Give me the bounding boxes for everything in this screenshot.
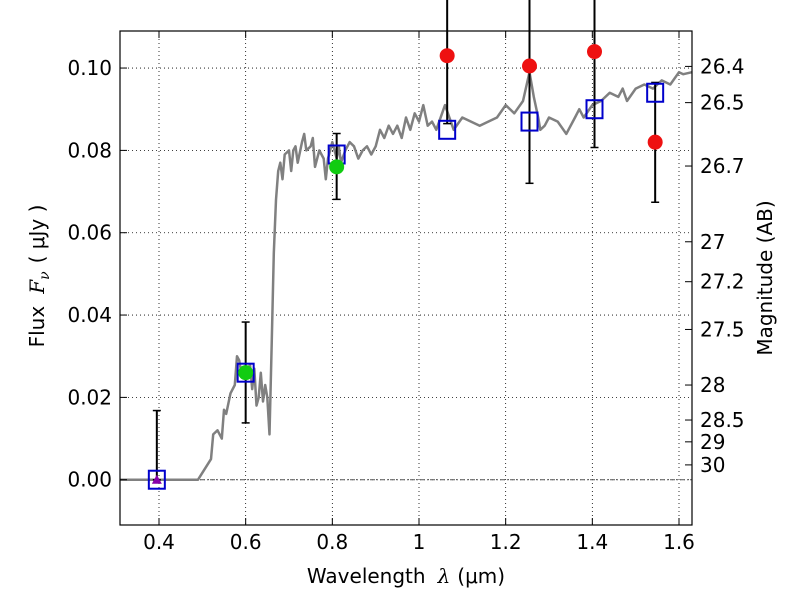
x-axis-label: Wavelength λ (μm) [307, 564, 505, 588]
y-axis-label-unit: ( μJy ) [25, 205, 49, 264]
y-tick-label: 0.00 [67, 468, 112, 492]
y-axis-label-subscript: ν [37, 271, 53, 280]
magnitude-tick-label: 28 [700, 373, 725, 397]
upper-limit-triangle [151, 474, 162, 484]
observed-photometry-point [587, 44, 602, 60]
x-tick-label: 0.4 [143, 530, 175, 554]
y-tick-label: 0.06 [67, 221, 112, 245]
observed-photometry-point [522, 58, 537, 74]
magnitude-tick-label: 26.5 [700, 91, 745, 115]
observed-photometry-point [238, 365, 254, 381]
magnitude-tick-label: 26.4 [700, 54, 745, 78]
observed-photometry-point [439, 48, 455, 64]
x-tick-label: 0.6 [230, 530, 262, 554]
magnitude-tick-label: 26.7 [700, 154, 745, 178]
y-tick-label: 0.08 [67, 138, 112, 162]
magnitude-tick-label: 30 [700, 453, 725, 477]
y-axis-label-symbol: F [25, 279, 49, 295]
y-axis-label: Flux Fν ( μJy ) [25, 205, 53, 348]
x-axis-label-text: Wavelength [307, 564, 426, 588]
magnitude-tick-label: 29 [700, 430, 725, 454]
model-photometry-square [438, 119, 457, 140]
model-spectrum-line [120, 70, 693, 481]
model-photometry-square [147, 469, 166, 490]
axis-ticks: 0.4 0.6 0.8 1 1.2 1.4 1.6 0.00 0.02 0.04 0.06 0.08 0… [67, 31, 745, 554]
model-photometry-square [520, 111, 539, 132]
y-tick-label: 0.04 [67, 303, 112, 327]
x-tick-label: 1.4 [576, 530, 608, 554]
data-marks [147, 0, 665, 490]
model-photometry-square [646, 82, 665, 103]
model-photometry-square [236, 362, 255, 383]
y-axis-label-text: Flux [25, 306, 49, 348]
observed-photometry-point [329, 159, 345, 175]
x-tick-label: 1 [413, 530, 426, 554]
x-axis-label-symbol: λ [437, 564, 451, 588]
grid-lines [120, 31, 692, 525]
x-axis-label-unit: (μm) [457, 564, 505, 588]
model-photometry-square [585, 99, 604, 120]
magnitude-tick-label: 28.5 [700, 408, 745, 432]
y-tick-label: 0.10 [67, 56, 112, 80]
magnitude-tick-label: 27.5 [700, 317, 745, 341]
x-tick-label: 1.6 [663, 530, 695, 554]
magnitude-tick-label: 27 [700, 230, 725, 254]
observed-photometry-point [647, 134, 663, 150]
x-tick-label: 1.2 [490, 530, 522, 554]
y-tick-label: 0.02 [67, 385, 112, 409]
plot-frame [119, 30, 693, 526]
magnitude-tick-label: 27.2 [700, 270, 745, 294]
x-tick-label: 0.8 [316, 530, 348, 554]
y2-axis-label: Magnitude (AB) [753, 200, 777, 355]
